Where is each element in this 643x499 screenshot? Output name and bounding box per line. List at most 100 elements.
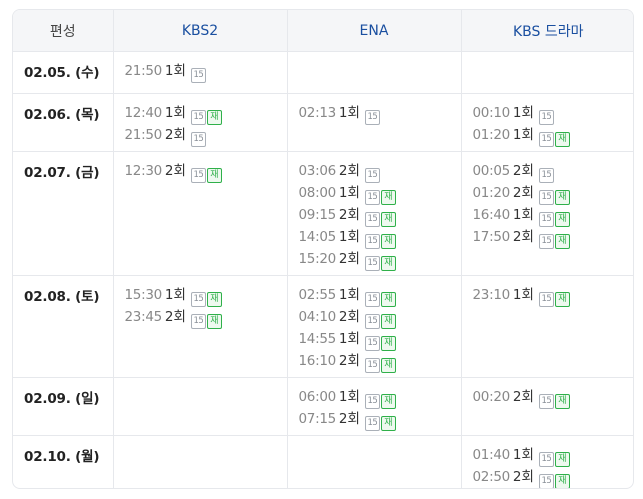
- schedule-cell-kbs2: 15:30 1회 15 재 23:45 2회 15 재: [113, 275, 288, 378]
- rerun-badge-icon: 재: [380, 292, 396, 307]
- row-date: 02.06. (목): [13, 93, 114, 152]
- age-rating-15-icon: 15: [364, 256, 380, 271]
- airing-slot: 21:50 1회 15: [125, 61, 287, 83]
- episode-number: 2회: [512, 229, 534, 245]
- schedule-cell-kbs-drama: 01:40 1회 15 재 02:50 2회 15 재: [461, 436, 633, 488]
- header-channel-kbs2[interactable]: KBS2: [113, 10, 288, 52]
- airing-time: 00:05: [472, 163, 511, 179]
- age-rating-15-icon: 15: [538, 474, 554, 488]
- episode-number: 1회: [164, 105, 186, 121]
- episode-number: 1회: [512, 447, 534, 463]
- episode-number: 2회: [164, 309, 186, 325]
- rerun-badge-icon: 재: [380, 190, 396, 205]
- rerun-badge-icon: 재: [380, 358, 396, 373]
- rerun-badge-icon: 재: [554, 212, 570, 227]
- airing-time: 01:40: [472, 447, 511, 463]
- schedule-row: 02.09. (일) 06:00 1회 15 재 07:15 2회 15 재 00:20 2회 15 재: [13, 377, 634, 436]
- rerun-badge-icon: 재: [206, 314, 222, 329]
- header-channel-kbs-drama[interactable]: KBS 드라마: [461, 10, 633, 52]
- age-rating-15-icon: 15: [538, 110, 554, 125]
- airing-slot: 14:55 1회 15 재: [299, 329, 461, 351]
- age-rating-15-icon: 15: [538, 452, 554, 467]
- episode-number: 1회: [512, 105, 534, 121]
- header-row: 편성 KBS2 ENA KBS 드라마: [13, 10, 633, 52]
- schedule-cell-ena: 03:06 2회 15 08:00 1회 15 재 09:15 2회 15 재 14:05 1회 15 재 1…: [287, 151, 462, 276]
- rerun-badge-icon: 재: [554, 190, 570, 205]
- airing-time: 15:20: [298, 251, 337, 267]
- airing-slot: 08:00 1회 15 재: [299, 183, 461, 205]
- age-rating-15-icon: 15: [364, 292, 380, 307]
- airing-time: 02:50: [472, 469, 511, 485]
- airing-slot: 12:40 1회 15 재: [125, 103, 287, 125]
- airing-time: 16:40: [472, 207, 511, 223]
- airing-slot: 23:10 1회 15 재: [473, 285, 634, 307]
- episode-number: 1회: [338, 287, 360, 303]
- age-rating-15-icon: 15: [190, 132, 206, 147]
- airing-time: 23:45: [124, 309, 163, 325]
- rerun-badge-icon: 재: [554, 452, 570, 467]
- age-rating-15-icon: 15: [538, 212, 554, 227]
- age-rating-15-icon: 15: [364, 336, 380, 351]
- age-rating-15-icon: 15: [190, 168, 206, 183]
- airing-time: 14:55: [298, 331, 337, 347]
- rerun-badge-icon: 재: [206, 110, 222, 125]
- age-rating-15-icon: 15: [364, 168, 380, 183]
- episode-number: 1회: [338, 105, 360, 121]
- episode-number: 2회: [338, 207, 360, 223]
- row-date: 02.08. (토): [13, 275, 114, 378]
- age-rating-15-icon: 15: [538, 234, 554, 249]
- airing-time: 03:06: [298, 163, 337, 179]
- age-rating-15-icon: 15: [364, 394, 380, 409]
- rerun-badge-icon: 재: [380, 394, 396, 409]
- airing-slot: 06:00 1회 15 재: [299, 387, 461, 409]
- episode-number: 1회: [164, 287, 186, 303]
- age-rating-15-icon: 15: [364, 234, 380, 249]
- airing-time: 09:15: [298, 207, 337, 223]
- age-rating-15-icon: 15: [190, 110, 206, 125]
- episode-number: 2회: [338, 353, 360, 369]
- age-rating-15-icon: 15: [364, 314, 380, 329]
- rerun-badge-icon: 재: [380, 336, 396, 351]
- episode-number: 2회: [512, 469, 534, 485]
- schedule-cell-ena: 06:00 1회 15 재 07:15 2회 15 재: [287, 377, 462, 436]
- airing-time: 02:55: [298, 287, 337, 303]
- schedule-row: 02.05. (수) 21:50 1회 15: [13, 51, 633, 94]
- row-date: 02.09. (일): [13, 377, 114, 436]
- airing-time: 04:10: [298, 309, 337, 325]
- row-date: 02.10. (월): [13, 435, 114, 488]
- airing-slot: 16:10 2회 15 재: [299, 351, 461, 373]
- age-rating-15-icon: 15: [538, 168, 554, 183]
- schedule-row: 02.06. (목) 12:40 1회 15 재 21:50 2회 15 02:13 1회 15 00…: [13, 93, 633, 152]
- broadcast-schedule: 편성 KBS2 ENA KBS 드라마 02.05. (수) 21:50 1회 15 0…: [12, 9, 634, 489]
- airing-slot: 12:30 2회 15 재: [125, 161, 287, 183]
- row-date: 02.07. (금): [13, 151, 114, 276]
- schedule-cell-kbs2: 21:50 1회 15: [113, 51, 288, 94]
- rerun-badge-icon: 재: [554, 234, 570, 249]
- schedule-cell-kbs2: 12:40 1회 15 재 21:50 2회 15: [113, 93, 288, 152]
- airing-time: 02:13: [298, 105, 337, 121]
- episode-number: 2회: [512, 389, 534, 405]
- airing-slot: 04:10 2회 15 재: [299, 307, 461, 329]
- airing-time: 21:50: [124, 63, 163, 79]
- airing-slot: 14:05 1회 15 재: [299, 227, 461, 249]
- airing-slot: 15:20 2회 15 재: [299, 249, 461, 271]
- airing-slot: 00:20 2회 15 재: [472, 387, 634, 409]
- episode-number: 1회: [338, 331, 360, 347]
- airing-time: 07:15: [298, 411, 337, 427]
- airing-slot: 17:50 2회 15 재: [473, 227, 634, 249]
- airing-time: 12:30: [124, 163, 163, 179]
- airing-time: 08:00: [298, 185, 337, 201]
- age-rating-15-icon: 15: [538, 132, 554, 147]
- schedule-cell-kbs2: 12:30 2회 15 재: [113, 151, 288, 276]
- episode-number: 2회: [512, 163, 534, 179]
- schedule-cell-kbs-drama: 00:10 1회 15 01:20 1회 15 재: [461, 93, 633, 152]
- rerun-badge-icon: 재: [206, 168, 222, 183]
- row-date: 02.05. (수): [13, 51, 114, 94]
- episode-number: 2회: [164, 127, 186, 143]
- airing-time: 15:30: [124, 287, 163, 303]
- airing-slot: 09:15 2회 15 재: [299, 205, 461, 227]
- airing-time: 14:05: [298, 229, 337, 245]
- header-channel-ena[interactable]: ENA: [287, 10, 462, 52]
- episode-number: 2회: [338, 309, 360, 325]
- airing-time: 00:20: [472, 389, 511, 405]
